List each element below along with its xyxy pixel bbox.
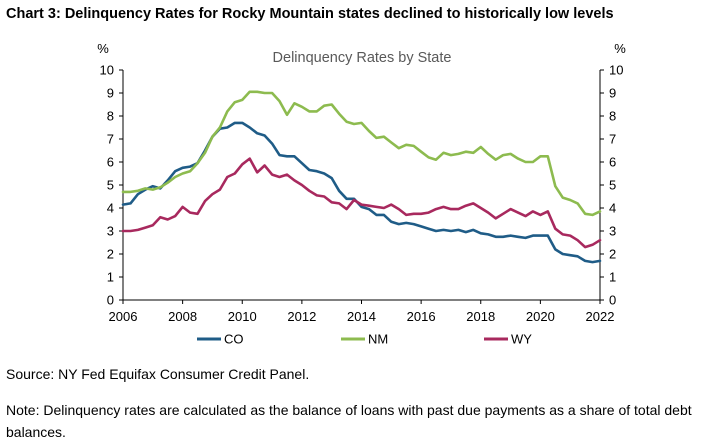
source-note: Source: NY Fed Equifax Consumer Credit P… bbox=[6, 366, 310, 382]
y-tick-label-right: 0 bbox=[609, 293, 616, 308]
y-tick-label-left: 3 bbox=[107, 224, 114, 239]
y-tick-label-right: 6 bbox=[609, 155, 616, 170]
y-ticks-left: 0 1 2 3 4 5 6 7 8 9 10 bbox=[100, 63, 123, 308]
x-tick-label: 2006 bbox=[109, 309, 138, 324]
y-tick-label-left: 8 bbox=[107, 109, 114, 124]
y-tick-label-right: 8 bbox=[609, 109, 616, 124]
series-lines bbox=[121, 90, 602, 264]
y-tick-label-right: 9 bbox=[609, 86, 616, 101]
y-tick-label-right: 4 bbox=[609, 201, 616, 216]
footnote: Note: Delinquency rates are calculated a… bbox=[6, 402, 692, 440]
y-tick-label-left: 2 bbox=[107, 247, 114, 262]
x-tick-label: 2018 bbox=[466, 309, 495, 324]
x-tick-label: 2010 bbox=[228, 309, 257, 324]
y-tick-label-right: 10 bbox=[609, 63, 623, 78]
y-tick-label-left: 4 bbox=[107, 201, 114, 216]
chart-title: Delinquency Rates by State bbox=[273, 50, 452, 66]
legend-label-wy: WY bbox=[511, 332, 532, 347]
x-tick-label: 2020 bbox=[526, 309, 555, 324]
x-tick-label: 2008 bbox=[168, 309, 197, 324]
left-axis-unit: % bbox=[97, 41, 109, 56]
y-tick-label-left: 9 bbox=[107, 86, 114, 101]
chart-heading: Chart 3: Delinquency Rates for Rocky Mou… bbox=[6, 6, 614, 22]
y-tick-label-right: 1 bbox=[609, 270, 616, 285]
y-tick-label-left: 1 bbox=[107, 270, 114, 285]
right-axis-unit: % bbox=[614, 41, 626, 56]
legend: CO NM WY bbox=[197, 332, 532, 347]
x-ticks: 2006 2008 2010 2012 2014 2016 2018 2020 2022 bbox=[109, 300, 615, 324]
y-tick-label-left: 10 bbox=[100, 63, 114, 78]
y-tick-label-right: 3 bbox=[609, 224, 616, 239]
x-tick-label: 2012 bbox=[287, 309, 316, 324]
series-line-wy bbox=[121, 157, 602, 249]
x-tick-label: 2014 bbox=[347, 309, 376, 324]
legend-label-nm: NM bbox=[368, 332, 388, 347]
y-tick-label-right: 2 bbox=[609, 247, 616, 262]
legend-label-co: CO bbox=[224, 332, 244, 347]
y-tick-label-left: 0 bbox=[107, 293, 114, 308]
y-tick-label-left: 6 bbox=[107, 155, 114, 170]
y-tick-label-left: 5 bbox=[107, 178, 114, 193]
y-tick-label-right: 5 bbox=[609, 178, 616, 193]
line-chart: Delinquency Rates by State % % 0 1 2 3 4 5 6 7 8… bbox=[97, 41, 626, 347]
y-tick-label-right: 7 bbox=[609, 132, 616, 147]
y-ticks-right: 0 1 2 3 4 5 6 7 8 9 10 bbox=[600, 63, 623, 308]
x-tick-label: 2016 bbox=[407, 309, 436, 324]
y-tick-label-left: 7 bbox=[107, 132, 114, 147]
series-line-nm bbox=[121, 90, 602, 217]
x-tick-label: 2022 bbox=[586, 309, 615, 324]
series-line-co bbox=[121, 121, 602, 264]
